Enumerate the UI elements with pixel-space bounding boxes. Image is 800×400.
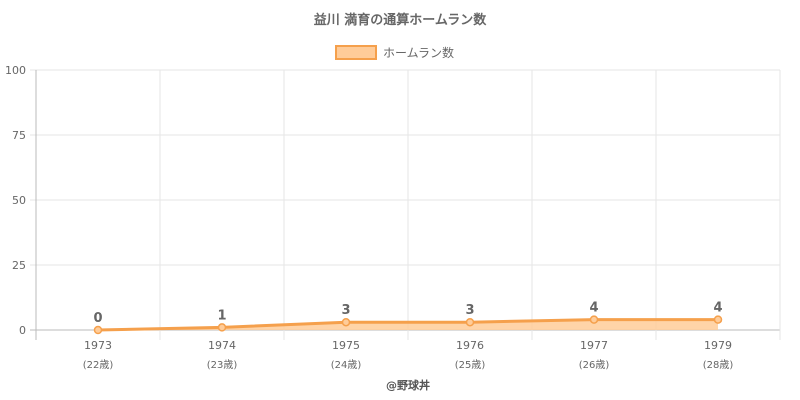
x-tick-label: 1973 [84, 339, 112, 352]
series-homeruns [93, 315, 723, 335]
data-point [93, 325, 103, 335]
y-tick-label: 75 [12, 129, 26, 142]
x-tick-label: 1977 [580, 339, 608, 352]
y-tick-label: 0 [19, 324, 26, 337]
x-tick-age-label: (23歳) [207, 359, 238, 371]
data-point [341, 317, 351, 327]
x-tick-label: 1975 [332, 339, 360, 352]
data-label: 3 [465, 303, 474, 318]
credit-text: @野球丼 [386, 378, 430, 392]
x-axis: 1973 (22歳) 1974 (23歳) 1975 (24歳) 1976 (25歳) 1977… [83, 339, 734, 371]
x-tick-age-label: (26歳) [579, 359, 610, 371]
y-tick-label: 100 [5, 64, 26, 77]
y-tick-label: 25 [12, 259, 26, 272]
series-line [97, 318, 718, 332]
y-axis: 0 25 50 75 100 [5, 64, 26, 337]
grid [30, 69, 781, 340]
legend-label: ホームラン数 [383, 45, 454, 60]
data-point [217, 323, 227, 332]
data-label: 1 [217, 308, 226, 323]
x-tick-label: 1979 [704, 339, 732, 352]
data-labels: 0 1 3 3 4 4 [93, 301, 722, 326]
chart-title: 益川 満育の通算ホームラン数 [314, 12, 487, 28]
x-tick-age-label: (25歳) [455, 359, 486, 371]
x-tick-age-label: (22歳) [83, 359, 114, 371]
y-tick-label: 50 [12, 194, 26, 207]
data-label: 4 [713, 301, 722, 316]
x-tick-age-label: (28歳) [703, 359, 734, 371]
data-label: 4 [589, 301, 598, 316]
x-tick-age-label: (24歳) [331, 359, 362, 371]
data-label: 0 [93, 311, 102, 326]
data-label: 3 [341, 303, 350, 318]
legend-swatch [335, 45, 377, 60]
data-point [713, 315, 723, 324]
data-point [589, 315, 599, 324]
data-point [465, 317, 475, 327]
legend[interactable]: ホームラン数 [335, 45, 454, 60]
x-tick-label: 1974 [208, 339, 236, 352]
x-tick-label: 1976 [456, 339, 484, 352]
